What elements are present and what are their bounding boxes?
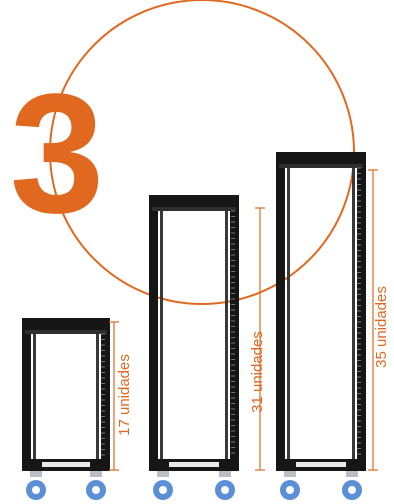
rack-small-right-post xyxy=(101,318,110,471)
rack-small-caster-hub xyxy=(92,486,100,494)
rack-medium-left-post xyxy=(149,195,158,471)
rack-large-caster-mount xyxy=(346,471,358,477)
rack-medium-caster-mount xyxy=(157,471,169,477)
rack-small-top-frame xyxy=(22,318,110,330)
rack-small-caster-mount xyxy=(30,471,42,477)
rack-large-bottom-slot xyxy=(296,462,346,467)
rack-large-left-post xyxy=(276,152,285,471)
rack-medium-bottom-slot xyxy=(169,462,219,467)
rack-medium-units-label: 31 unidades xyxy=(249,331,266,413)
rack-large-inner-post xyxy=(287,166,290,459)
rack-small-bottom-slot xyxy=(42,462,90,467)
rack-large-top-frame xyxy=(276,152,366,164)
headline-number: 3 xyxy=(10,59,105,249)
rack-small xyxy=(22,318,119,500)
rack-small-caster-hub xyxy=(32,486,40,494)
rack-large-units-label: 35 unidades xyxy=(373,286,390,368)
rack-medium-top-rail xyxy=(152,207,236,211)
rack-small-left-post xyxy=(22,318,31,471)
rack-small-units-label: 17 unidades xyxy=(116,354,133,436)
rack-large-inner-post xyxy=(352,166,355,459)
rack-large-right-post xyxy=(357,152,366,471)
rack-large-caster-hub xyxy=(286,486,294,494)
rack-small-top-rail xyxy=(25,330,107,334)
rack-medium-caster-hub xyxy=(159,486,167,494)
rack-small-caster-mount xyxy=(90,471,102,477)
rack-small-inner-post xyxy=(96,332,99,459)
rack-medium xyxy=(149,195,265,500)
rack-medium-inner-post xyxy=(225,209,228,459)
rack-large-caster-mount xyxy=(284,471,296,477)
rack-medium-right-post xyxy=(230,195,239,471)
rack-medium-caster-mount xyxy=(219,471,231,477)
rack-medium-inner-post xyxy=(160,209,163,459)
rack-medium-caster-hub xyxy=(221,486,229,494)
rack-large xyxy=(276,152,378,500)
rack-large-caster-hub xyxy=(348,486,356,494)
rack-small-inner-post xyxy=(33,332,36,459)
rack-medium-top-frame xyxy=(149,195,239,207)
rack-large-top-rail xyxy=(279,164,363,168)
